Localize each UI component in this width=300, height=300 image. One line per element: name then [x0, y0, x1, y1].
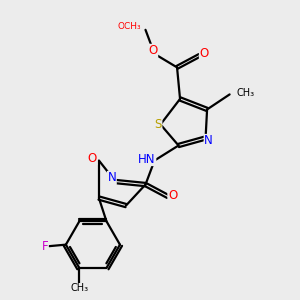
- Text: F: F: [41, 240, 48, 253]
- Text: HN: HN: [138, 152, 156, 166]
- Text: N: N: [204, 134, 213, 148]
- Text: O: O: [200, 47, 209, 60]
- Text: CH₃: CH₃: [70, 284, 88, 293]
- Text: S: S: [154, 118, 162, 131]
- Text: O: O: [88, 152, 97, 165]
- Text: CH₃: CH₃: [236, 88, 254, 98]
- Text: OCH₃: OCH₃: [117, 22, 141, 31]
- Text: N: N: [107, 171, 116, 184]
- Text: O: O: [168, 189, 177, 202]
- Text: O: O: [148, 44, 158, 57]
